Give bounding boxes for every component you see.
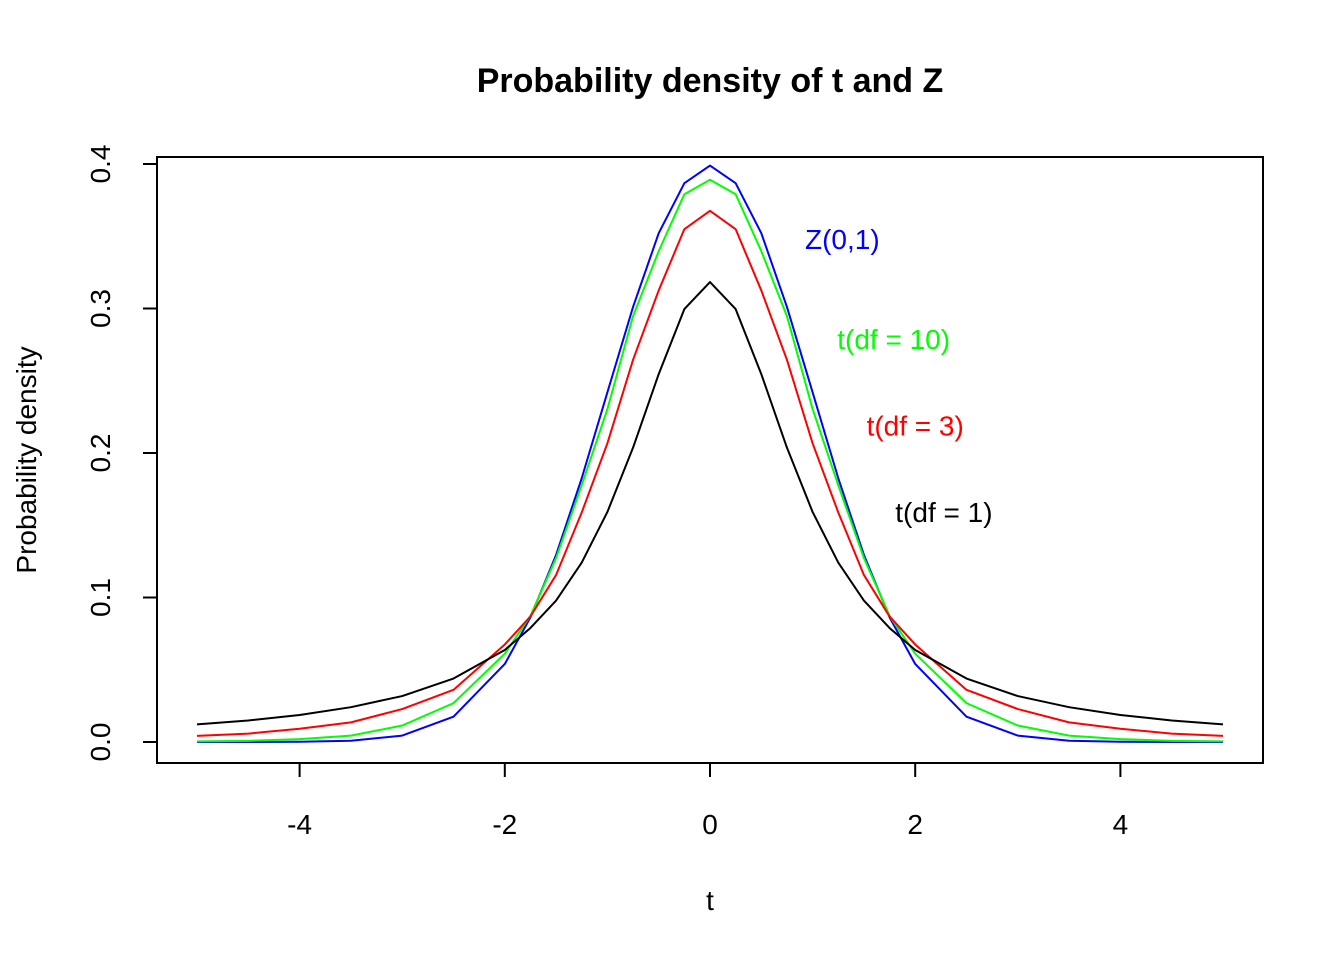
series-annotation-2: t(df = 3) xyxy=(867,411,964,442)
series-annotation-0: Z(0,1) xyxy=(805,224,880,255)
series-line-1 xyxy=(196,178,1224,743)
annotations-layer: Z(0,1) t(df = 10) t(df = 3) t(df = 1) xyxy=(805,224,993,528)
y-tick-label: 0.4 xyxy=(85,145,116,184)
series-line-0 xyxy=(196,164,1224,743)
x-tick-label: 2 xyxy=(907,809,923,840)
series-line-3 xyxy=(196,281,1224,726)
y-axis-label: Probability density xyxy=(11,346,42,573)
x-tick-label: -4 xyxy=(287,809,312,840)
series-annotation-1: t(df = 10) xyxy=(837,324,950,355)
x-tick-label: 0 xyxy=(702,809,718,840)
x-tick-label: 4 xyxy=(1113,809,1129,840)
x-tick-label: -2 xyxy=(492,809,517,840)
x-axis: -4 -2 0 2 4 xyxy=(287,762,1129,840)
y-tick-label: 0.1 xyxy=(85,578,116,617)
series-line-2 xyxy=(196,209,1224,737)
plot-area-border xyxy=(156,156,1264,764)
series-annotation-3: t(df = 1) xyxy=(895,497,992,528)
y-axis: 0.0 0.1 0.2 0.3 0.4 xyxy=(85,145,158,762)
y-tick-label: 0.0 xyxy=(85,723,116,762)
y-tick-label: 0.3 xyxy=(85,289,116,328)
y-tick-label: 0.2 xyxy=(85,434,116,473)
chart-title: Probability density of t and Z xyxy=(477,62,944,100)
curves-layer xyxy=(196,164,1224,743)
x-axis-label: t xyxy=(706,885,714,916)
